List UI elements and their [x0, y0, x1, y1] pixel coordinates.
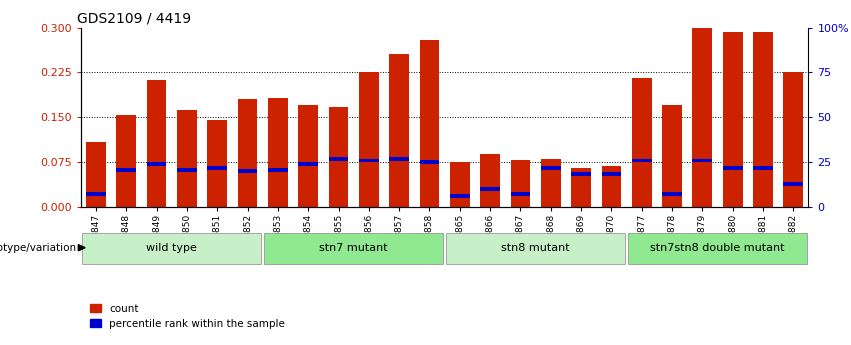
Bar [628, 233, 807, 264]
Bar [268, 98, 288, 207]
Bar [177, 110, 197, 207]
Bar [86, 192, 106, 196]
Text: stn8 mutant: stn8 mutant [501, 243, 570, 253]
Bar [389, 157, 409, 161]
Bar [480, 154, 500, 207]
Bar [299, 162, 318, 166]
Bar [480, 187, 500, 191]
Bar [420, 160, 439, 164]
Bar [146, 162, 167, 166]
Bar [86, 142, 106, 207]
Bar [328, 107, 348, 207]
Bar [208, 120, 227, 207]
Bar [117, 115, 136, 207]
Bar [389, 54, 409, 207]
Bar [784, 183, 803, 186]
Bar [450, 162, 470, 207]
Text: GDS2109 / 4419: GDS2109 / 4419 [77, 11, 191, 25]
Bar [541, 166, 561, 170]
Bar [450, 195, 470, 198]
Bar [117, 168, 136, 172]
Text: stn7 mutant: stn7 mutant [319, 243, 388, 253]
Text: stn7stn8 double mutant: stn7stn8 double mutant [650, 243, 785, 253]
Bar [571, 172, 591, 176]
Bar [753, 166, 773, 170]
Bar [753, 32, 773, 207]
Bar [693, 28, 712, 207]
Bar [662, 105, 682, 207]
Bar [83, 233, 261, 264]
Bar [237, 99, 258, 207]
Legend: count, percentile rank within the sample: count, percentile rank within the sample [86, 299, 289, 333]
Bar [722, 32, 743, 207]
Bar [328, 157, 348, 161]
Bar [359, 72, 379, 207]
Bar [571, 168, 591, 207]
Text: wild type: wild type [146, 243, 197, 253]
Bar [631, 78, 652, 207]
Bar [693, 159, 712, 162]
Bar [177, 168, 197, 172]
Bar [602, 166, 621, 207]
Bar [602, 172, 621, 176]
Bar [511, 192, 530, 196]
Bar [722, 166, 743, 170]
Bar [265, 233, 443, 264]
Bar [446, 233, 625, 264]
Bar [359, 159, 379, 162]
Bar [299, 105, 318, 207]
Bar [420, 40, 439, 207]
Bar [237, 169, 258, 173]
Bar [631, 159, 652, 162]
Bar [268, 168, 288, 172]
Bar [208, 166, 227, 170]
Bar [146, 80, 167, 207]
Bar [662, 192, 682, 196]
Text: genotype/variation: genotype/variation [0, 243, 77, 253]
Bar [784, 72, 803, 207]
Bar [541, 159, 561, 207]
Bar [511, 160, 530, 207]
